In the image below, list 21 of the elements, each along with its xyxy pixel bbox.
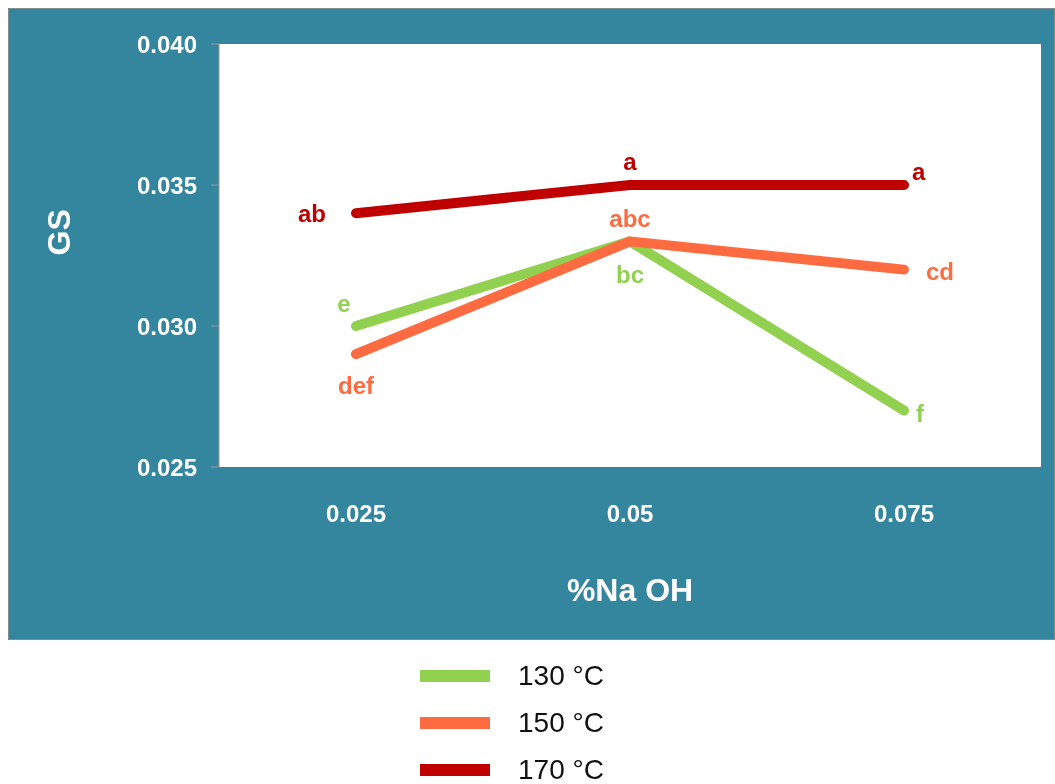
y-tick-label: 0.040 <box>136 30 197 58</box>
legend-label: 150 °C <box>518 706 604 739</box>
data-label: cd <box>926 258 955 286</box>
data-label: ab <box>297 199 326 227</box>
y-tick-label: 0.030 <box>136 312 197 340</box>
y-tick-label: 0.025 <box>136 453 197 481</box>
y-axis-title: GS <box>41 209 78 256</box>
x-tick-label: 0.075 <box>873 500 935 528</box>
legend-label: 170 °C <box>518 753 604 784</box>
data-label: e <box>337 289 351 317</box>
data-label: def <box>338 371 376 399</box>
legend-label: 130 °C <box>518 659 604 692</box>
y-tick-label: 0.035 <box>136 171 197 199</box>
data-label: abc <box>609 204 651 232</box>
data-label: a <box>912 157 926 185</box>
x-tick-label: 0.025 <box>325 500 387 528</box>
x-axis-title: %Na OH <box>566 572 694 608</box>
data-label: bc <box>615 260 645 288</box>
data-label: f <box>916 400 925 428</box>
x-tick-label: 0.05 <box>606 500 654 528</box>
data-label: a <box>623 147 638 175</box>
